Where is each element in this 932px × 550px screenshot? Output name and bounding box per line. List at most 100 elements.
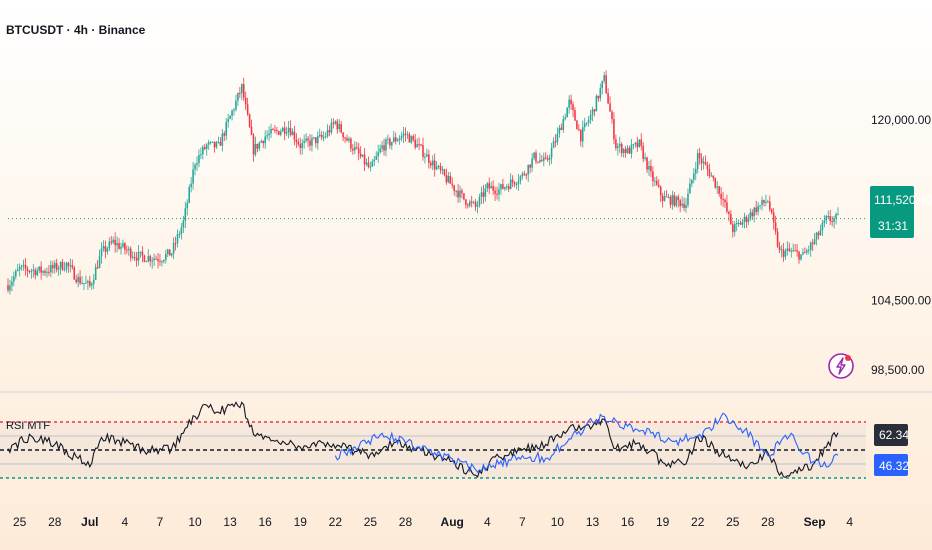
candle xyxy=(700,153,703,171)
candle xyxy=(804,247,806,254)
candle xyxy=(689,178,691,194)
candle xyxy=(813,233,816,246)
candle xyxy=(262,140,265,149)
candle xyxy=(463,193,465,201)
candle xyxy=(406,131,409,139)
candle xyxy=(424,152,426,164)
candle xyxy=(96,260,99,269)
candle xyxy=(726,194,728,214)
candle xyxy=(59,261,62,275)
candle xyxy=(827,210,830,219)
candle xyxy=(529,163,531,174)
candle xyxy=(192,162,194,190)
candle xyxy=(305,133,307,143)
candle xyxy=(648,160,650,176)
time-tick-label: 22 xyxy=(329,515,343,529)
candle xyxy=(761,196,763,211)
candle xyxy=(307,136,309,148)
candle xyxy=(92,273,95,289)
candle xyxy=(731,220,734,238)
candle xyxy=(443,168,446,177)
candle xyxy=(455,189,457,198)
price-tick-label: 104,500.00 xyxy=(871,293,931,307)
candle xyxy=(233,107,235,116)
candle xyxy=(467,203,469,209)
candle xyxy=(141,246,144,263)
current-price-label: 111,520.00 xyxy=(874,193,932,207)
candle xyxy=(52,261,54,274)
candle xyxy=(203,144,206,151)
time-tick-label: 4 xyxy=(484,515,491,529)
candle xyxy=(217,136,220,144)
candle xyxy=(172,237,175,260)
candle xyxy=(198,149,200,168)
candle xyxy=(281,126,284,132)
candle xyxy=(505,184,508,191)
candle xyxy=(110,235,113,246)
candle xyxy=(620,142,623,157)
price-tick-label: 98,500.00 xyxy=(871,363,925,377)
candle xyxy=(211,141,214,143)
candle xyxy=(108,237,111,252)
candle xyxy=(270,123,272,138)
candle xyxy=(585,122,588,127)
lightning-bolt-icon[interactable] xyxy=(828,353,854,379)
candle xyxy=(498,182,500,202)
candle xyxy=(790,247,793,258)
candle xyxy=(418,137,420,151)
candle xyxy=(400,131,403,142)
candle xyxy=(755,200,757,216)
candle xyxy=(287,120,290,139)
candle xyxy=(634,141,637,148)
indicator-name[interactable]: RSI MTF xyxy=(6,420,50,432)
candle xyxy=(774,215,777,235)
candle xyxy=(825,214,828,225)
candle xyxy=(527,164,530,182)
candle xyxy=(410,135,413,145)
time-tick-label: Jul xyxy=(81,515,98,529)
candle xyxy=(468,199,471,208)
candle xyxy=(677,194,680,208)
candle xyxy=(669,195,672,209)
time-tick-label: 19 xyxy=(294,515,308,529)
candle xyxy=(274,124,276,134)
rsi-pane[interactable] xyxy=(0,401,866,479)
candle xyxy=(626,145,629,154)
candle xyxy=(330,118,333,135)
candle xyxy=(223,130,226,142)
candle xyxy=(556,127,559,146)
candle xyxy=(63,261,66,272)
candle xyxy=(367,156,370,169)
candle xyxy=(272,127,274,131)
time-tick-label: 4 xyxy=(846,515,853,529)
candle xyxy=(357,142,360,161)
candle xyxy=(807,245,810,255)
candle xyxy=(747,214,750,226)
candle xyxy=(745,215,748,229)
candle xyxy=(174,236,177,251)
candle xyxy=(334,120,337,126)
candle xyxy=(492,180,494,195)
candle xyxy=(550,142,553,164)
candle xyxy=(741,218,744,228)
candle xyxy=(36,267,39,277)
candle xyxy=(724,198,726,208)
candle xyxy=(570,94,572,110)
candle xyxy=(784,248,787,260)
candle xyxy=(426,148,428,157)
candle xyxy=(326,124,329,139)
candle xyxy=(361,154,364,158)
candle xyxy=(81,276,83,285)
time-tick-label: 19 xyxy=(656,515,670,529)
candle xyxy=(712,175,715,182)
price-pane[interactable] xyxy=(7,70,866,295)
candle xyxy=(375,151,378,161)
candle xyxy=(89,275,91,288)
candle xyxy=(714,177,717,189)
candle xyxy=(65,261,68,273)
rsi-series-line-2 xyxy=(334,412,839,474)
candle xyxy=(431,155,434,171)
candle xyxy=(83,282,85,290)
candle xyxy=(227,113,229,128)
